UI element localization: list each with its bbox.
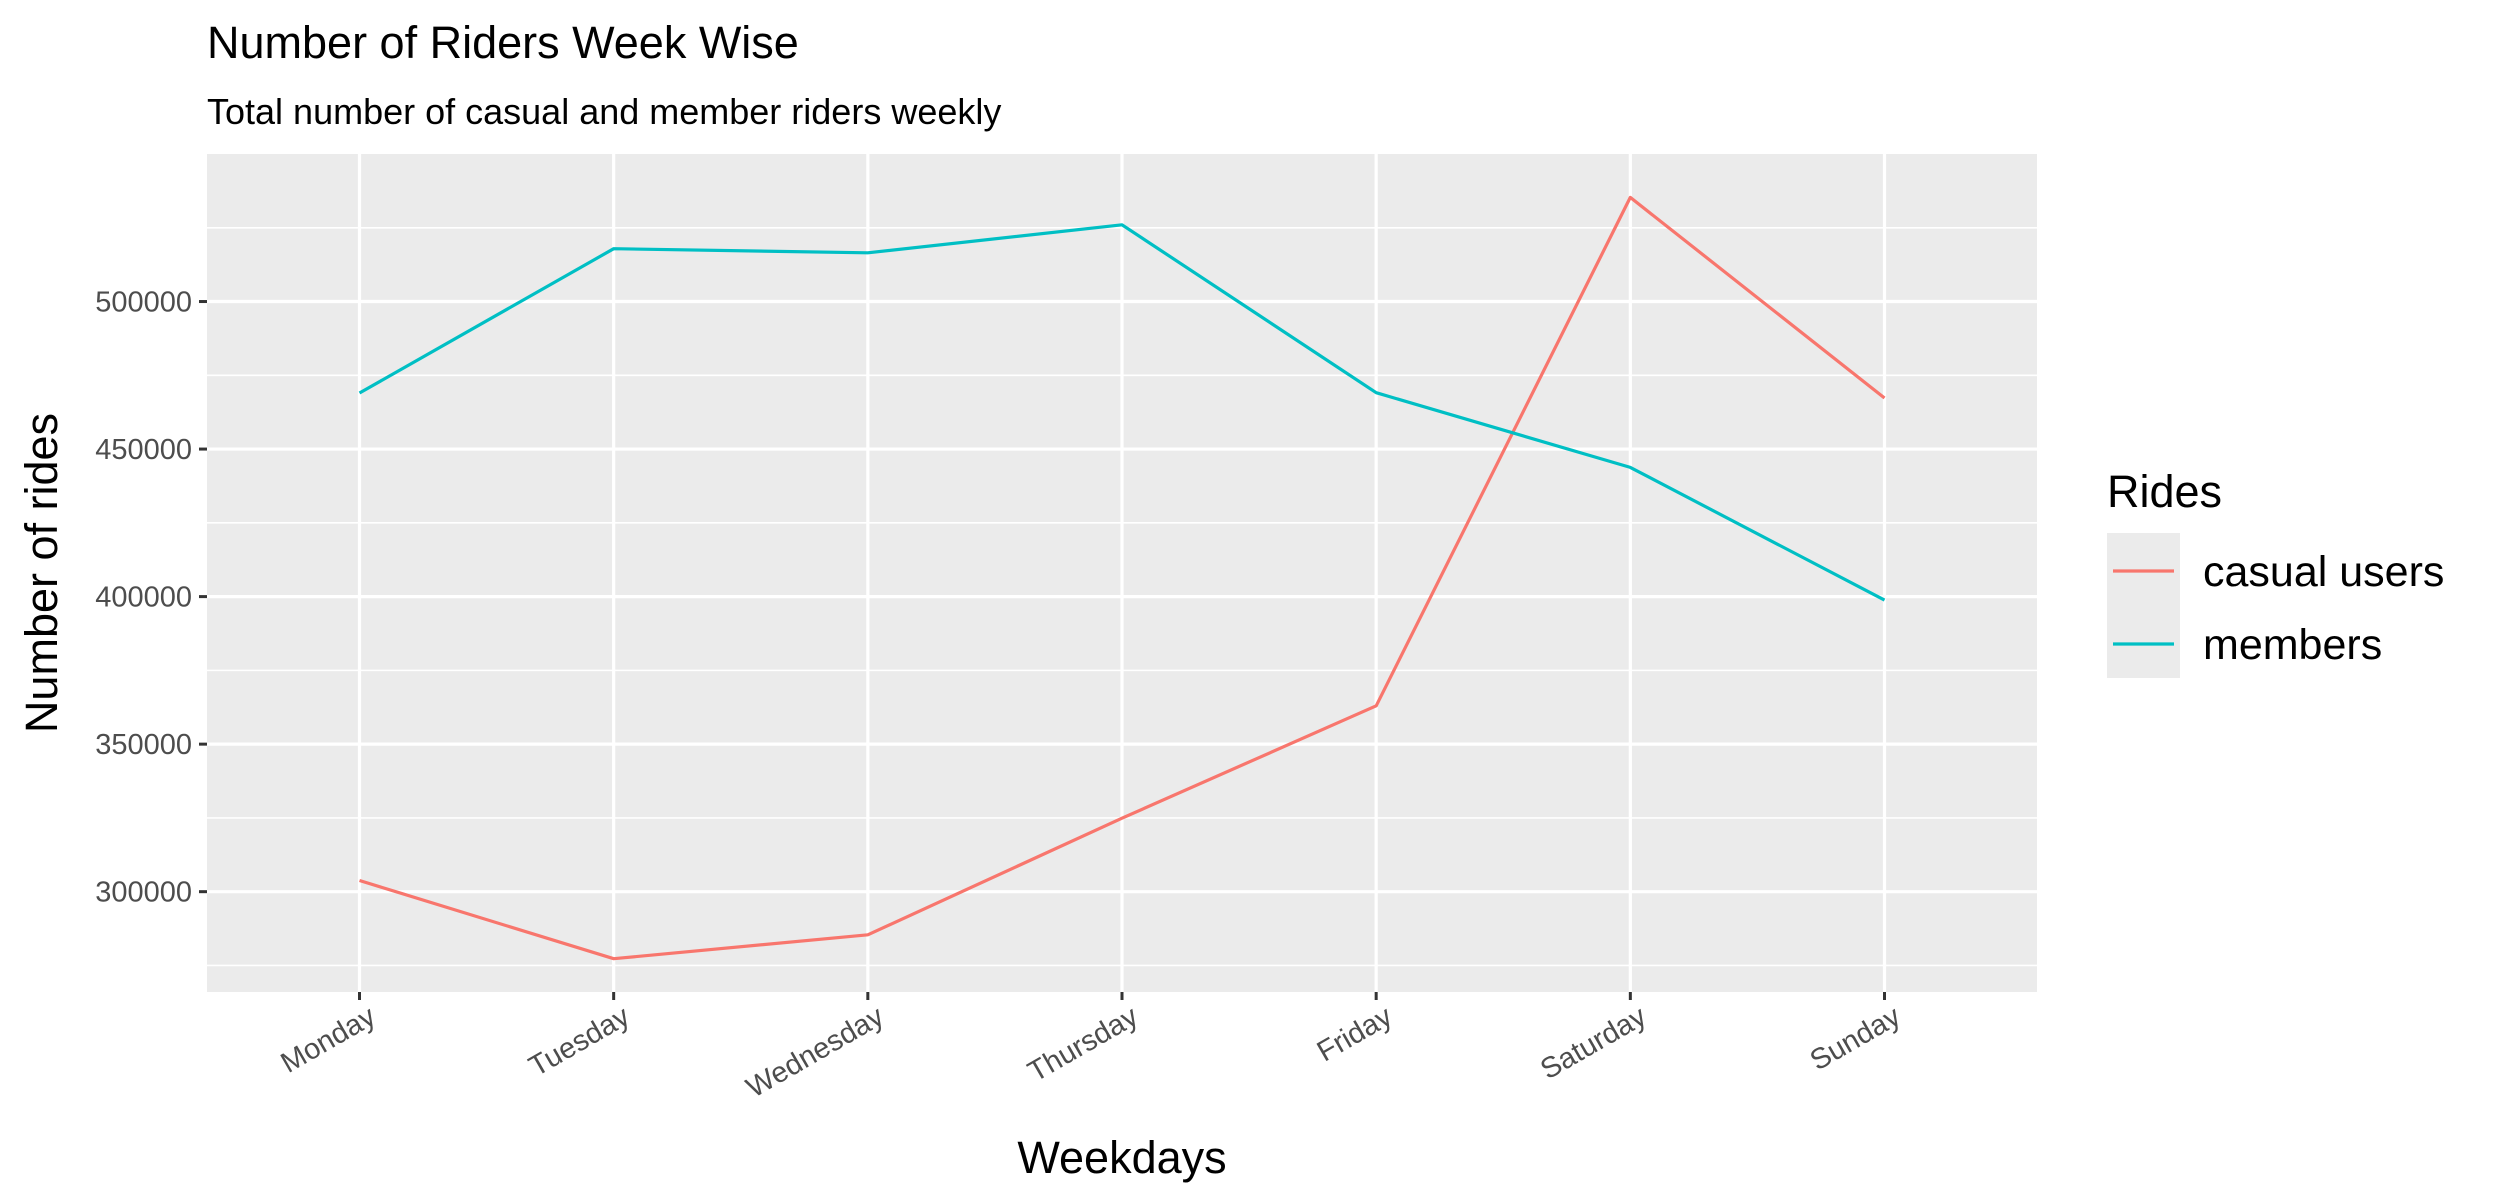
major-gridlines (207, 154, 2037, 992)
x-axis: Monday Tuesday Wednesday Thursday Friday Satu… (276, 992, 1907, 1104)
y-tick-label: 350000 (95, 729, 192, 761)
chart-subtitle: Total number of casual and member riders… (207, 91, 1001, 132)
x-tick-label: Friday (1312, 1000, 1398, 1068)
series-line-casual-users (359, 195, 1886, 961)
x-tick-label: Tuesday (524, 1000, 636, 1083)
chart-title: Number of Riders Week Wise (207, 17, 799, 68)
x-tick-label: Thursday (1023, 1000, 1144, 1088)
legend: Rides casual users members (2107, 466, 2444, 678)
legend-label-casual-users: casual users (2203, 548, 2444, 596)
y-tick-label: 450000 (95, 434, 192, 466)
legend-key-background (2107, 533, 2180, 678)
legend-title: Rides (2107, 466, 2222, 517)
y-axis-title: Number of rides (16, 413, 67, 733)
series-lines (358, 195, 1886, 961)
y-axis: 300000 350000 400000 450000 500000 (95, 287, 207, 909)
x-tick-label: Wednesday (741, 1000, 890, 1104)
y-tick-label: 300000 (95, 877, 192, 909)
y-tick-label: 500000 (95, 287, 192, 319)
series-line-members (358, 223, 1886, 602)
x-tick-label: Monday (276, 1000, 382, 1080)
x-axis-title: Weekdays (1017, 1132, 1226, 1183)
x-tick-label: Saturday (1535, 1000, 1652, 1086)
x-tick-label: Sunday (1805, 1000, 1907, 1077)
y-tick-label: 400000 (95, 582, 192, 614)
legend-label-members: members (2203, 621, 2382, 669)
